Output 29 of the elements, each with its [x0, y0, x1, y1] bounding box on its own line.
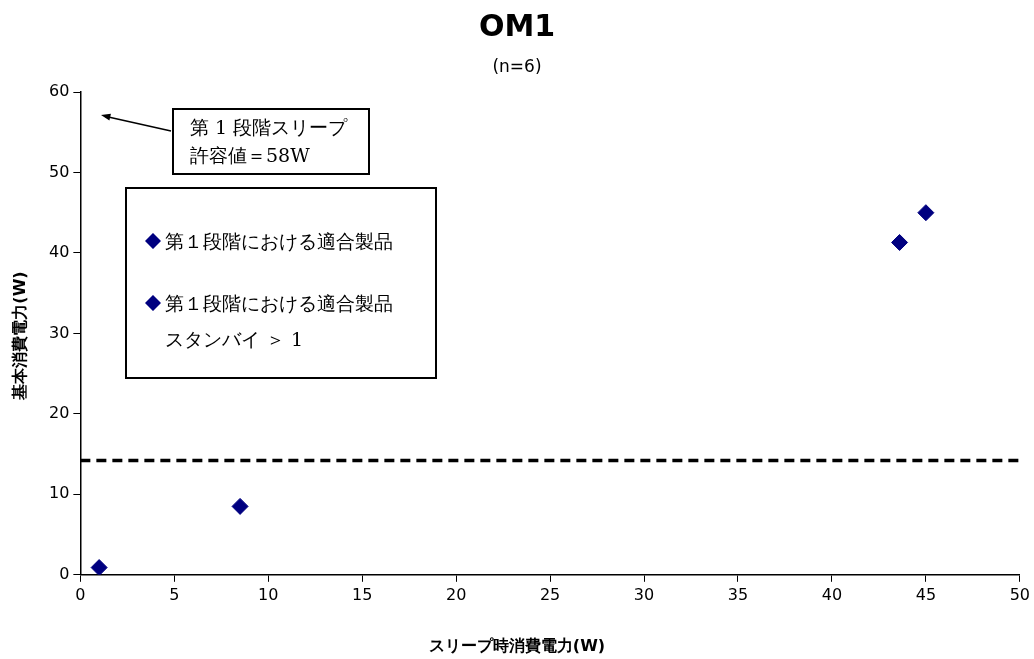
y-tick-label: 60: [49, 81, 70, 101]
y-tick-label: 30: [49, 322, 70, 342]
x-tick-label: 40: [821, 584, 843, 604]
x-tick-label: 25: [539, 584, 561, 604]
x-tick-label: 30: [633, 584, 655, 604]
y-tick-label: 50: [49, 161, 70, 181]
y-tick-label: 40: [49, 242, 70, 262]
point: [231, 497, 249, 515]
y-axis-title: 基本消費電力(W): [9, 270, 30, 402]
legend-label: 第１段階における適合製品: [165, 229, 394, 254]
chart-title: OM1: [477, 8, 557, 43]
x-axis-title: スリープ時消費電力(W): [427, 636, 607, 657]
annotation: 第 1 段階スリープ許容値＝58W: [172, 108, 370, 176]
x-tick-label: 20: [445, 584, 467, 604]
x-tick-label: 5: [169, 584, 180, 604]
chart-subtitle: (n=6): [491, 56, 543, 76]
x-tick-label: 15: [352, 584, 373, 604]
point: [891, 233, 909, 251]
point: [90, 559, 108, 575]
x-tick-label: 35: [727, 584, 749, 604]
y-tick-label: 0: [59, 563, 70, 583]
x-tick-label: 45: [915, 584, 937, 604]
point: [917, 204, 935, 222]
y-tick-label: 20: [49, 403, 70, 423]
x-tick-label: 10: [258, 584, 279, 604]
x-tick-label: 0: [75, 584, 86, 604]
x-tick-label: 50: [1009, 584, 1030, 604]
legend-label: 第１段階における適合製品スタンバイ ＞ 1: [165, 291, 394, 353]
y-tick-label: 10: [49, 483, 70, 503]
